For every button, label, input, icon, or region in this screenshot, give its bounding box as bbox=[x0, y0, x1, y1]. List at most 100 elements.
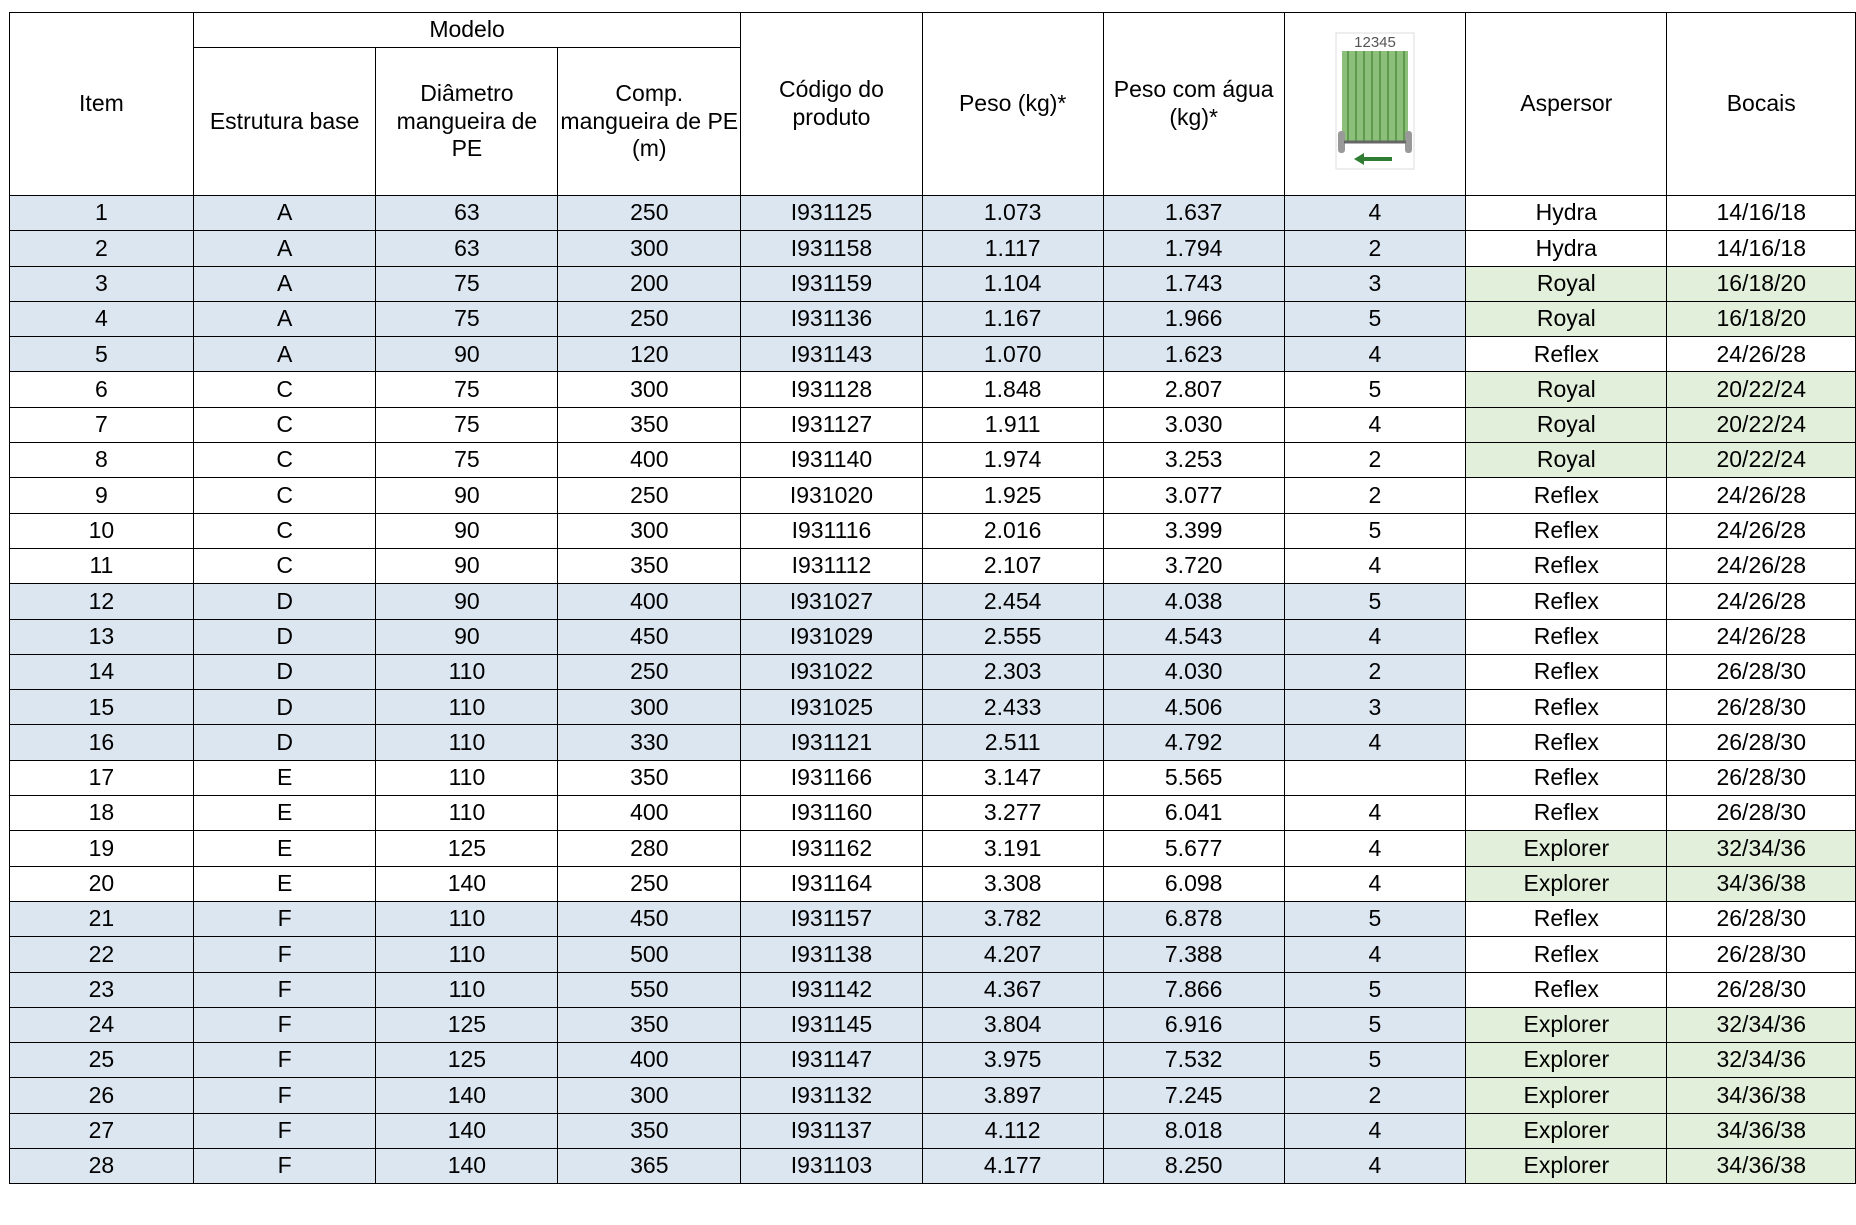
table-cell: 7.245 bbox=[1102, 1077, 1285, 1114]
table-cell: 8.250 bbox=[1102, 1148, 1285, 1185]
table-cell: E bbox=[192, 830, 377, 867]
table-row: 27 F 140 350 I931137 4.112 8.018 4 Explorer 34/36… bbox=[9, 1112, 1856, 1150]
table-cell: 1.974 bbox=[921, 442, 1104, 479]
table-cell: 2 bbox=[1283, 230, 1467, 267]
header-icon-cell: 12345 bbox=[1283, 12, 1467, 196]
table-cell: I931136 bbox=[740, 300, 923, 338]
table-cell: 3 bbox=[1283, 265, 1467, 302]
table-cell: 5 bbox=[1283, 1042, 1467, 1079]
product-table: Item Modelo Código do produto Peso (kg)*… bbox=[9, 12, 1856, 1185]
table-cell: 1.070 bbox=[921, 336, 1104, 373]
table-cell: 26 bbox=[9, 1077, 194, 1114]
table-cell: I931159 bbox=[740, 265, 923, 302]
table-row: 4 A 75 250 I931136 1.167 1.966 5 Royal 16/18/20 bbox=[9, 300, 1856, 338]
table-cell: 3 bbox=[1283, 689, 1467, 726]
table-cell: 3.277 bbox=[921, 795, 1104, 832]
table-cell: 27 bbox=[9, 1112, 194, 1150]
table-cell: E bbox=[192, 795, 377, 832]
header-cell: Peso (kg)* bbox=[921, 12, 1104, 196]
table-cell: Reflex bbox=[1465, 724, 1668, 761]
header-cell: Modelo bbox=[192, 12, 742, 48]
header-cell: Item bbox=[9, 12, 194, 196]
table-cell: 24/26/28 bbox=[1666, 336, 1856, 373]
table-row: 25 F 125 400 I931147 3.975 7.532 5 Explorer 32/34… bbox=[9, 1042, 1856, 1079]
table-cell: 3.253 bbox=[1102, 442, 1285, 479]
table-row: 17 E 110 350 I931166 3.147 5.565 Reflex 26/28/30 bbox=[9, 759, 1856, 797]
icon-label: 12345 bbox=[1354, 34, 1396, 51]
table-cell: C bbox=[192, 442, 377, 479]
table-cell: F bbox=[192, 1077, 377, 1114]
table-cell: 200 bbox=[557, 265, 742, 302]
table-cell: C bbox=[192, 371, 377, 408]
table-cell: 16/18/20 bbox=[1666, 265, 1856, 302]
table-cell: I931121 bbox=[740, 724, 923, 761]
table-cell: 4 bbox=[1283, 547, 1467, 585]
table-row: 24 F 125 350 I931145 3.804 6.916 5 Explorer 32/34… bbox=[9, 1006, 1856, 1044]
table-cell: 22 bbox=[9, 936, 194, 973]
table-cell: 110 bbox=[375, 653, 559, 691]
table-cell: 28 bbox=[9, 1148, 194, 1185]
table-cell: 350 bbox=[557, 406, 742, 444]
table-cell: 1.167 bbox=[921, 300, 1104, 338]
table-cell: 25 bbox=[9, 1042, 194, 1079]
table-cell: I931025 bbox=[740, 689, 923, 726]
table-cell: 3.804 bbox=[921, 1006, 1104, 1044]
table-cell: 2.555 bbox=[921, 618, 1104, 655]
table-cell: 63 bbox=[375, 230, 559, 267]
table-row: 13 D 90 450 I931029 2.555 4.543 4 Reflex 24/26/28 bbox=[9, 618, 1856, 655]
table-row: 26 F 140 300 I931132 3.897 7.245 2 Explorer 34/36… bbox=[9, 1077, 1856, 1114]
table-cell: 350 bbox=[557, 547, 742, 585]
table-cell: 4 bbox=[1283, 618, 1467, 655]
table-cell: 18 bbox=[9, 795, 194, 832]
table-cell: Explorer bbox=[1465, 1077, 1668, 1114]
table-row: 3 A 75 200 I931159 1.104 1.743 3 Royal 16/18/20 bbox=[9, 265, 1856, 302]
table-cell: 1.911 bbox=[921, 406, 1104, 444]
table-cell: 110 bbox=[375, 936, 559, 973]
table-cell: I931125 bbox=[740, 194, 923, 232]
table-row: 20 E 140 250 I931164 3.308 6.098 4 Explorer 34/36… bbox=[9, 865, 1856, 902]
table-cell: 110 bbox=[375, 689, 559, 726]
table-cell: D bbox=[192, 653, 377, 691]
header-cell: Diâmetro mangueira de PE bbox=[375, 47, 559, 196]
table-cell: 1.104 bbox=[921, 265, 1104, 302]
table-cell: 8 bbox=[9, 442, 194, 479]
table-cell: 550 bbox=[557, 971, 742, 1008]
table-cell: 14/16/18 bbox=[1666, 194, 1856, 232]
header-cell: Código do produto bbox=[740, 12, 923, 196]
table-cell: Reflex bbox=[1465, 512, 1668, 549]
table-cell: 24/26/28 bbox=[1666, 512, 1856, 549]
table-cell: I931116 bbox=[740, 512, 923, 549]
table-cell: 75 bbox=[375, 406, 559, 444]
table-cell: A bbox=[192, 336, 377, 373]
table-cell: C bbox=[192, 547, 377, 585]
table-cell: I931128 bbox=[740, 371, 923, 408]
table-cell: 4 bbox=[1283, 830, 1467, 867]
table-row: 28 F 140 365 I931103 4.177 8.250 4 Explorer 34/36… bbox=[9, 1148, 1856, 1185]
table-row: 6 C 75 300 I931128 1.848 2.807 5 Royal 20/22/24 bbox=[9, 371, 1856, 408]
table-cell: Royal bbox=[1465, 371, 1668, 408]
table-cell: 330 bbox=[557, 724, 742, 761]
table-cell: 140 bbox=[375, 1077, 559, 1114]
table-cell: 1.794 bbox=[1102, 230, 1285, 267]
table-cell: 4 bbox=[1283, 406, 1467, 444]
table-cell: 2.016 bbox=[921, 512, 1104, 549]
table-cell: I931158 bbox=[740, 230, 923, 267]
table-cell: 2.807 bbox=[1102, 371, 1285, 408]
table-cell: 10 bbox=[9, 512, 194, 549]
table-cell: 2 bbox=[1283, 477, 1467, 514]
table-cell: 120 bbox=[557, 336, 742, 373]
table-cell: 250 bbox=[557, 194, 742, 232]
table-cell: 4 bbox=[1283, 936, 1467, 973]
table-cell: I931103 bbox=[740, 1148, 923, 1185]
table-cell: 9 bbox=[9, 477, 194, 514]
table-cell: 6.041 bbox=[1102, 795, 1285, 832]
table-cell: Royal bbox=[1465, 406, 1668, 444]
table-cell: 4 bbox=[1283, 194, 1467, 232]
table-cell: Reflex bbox=[1465, 936, 1668, 973]
table-cell: Reflex bbox=[1465, 971, 1668, 1008]
table-cell: 3 bbox=[9, 265, 194, 302]
table-cell: 24/26/28 bbox=[1666, 477, 1856, 514]
table-cell: 280 bbox=[557, 830, 742, 867]
table-cell: 1.073 bbox=[921, 194, 1104, 232]
table-cell: 26/28/30 bbox=[1666, 971, 1856, 1008]
